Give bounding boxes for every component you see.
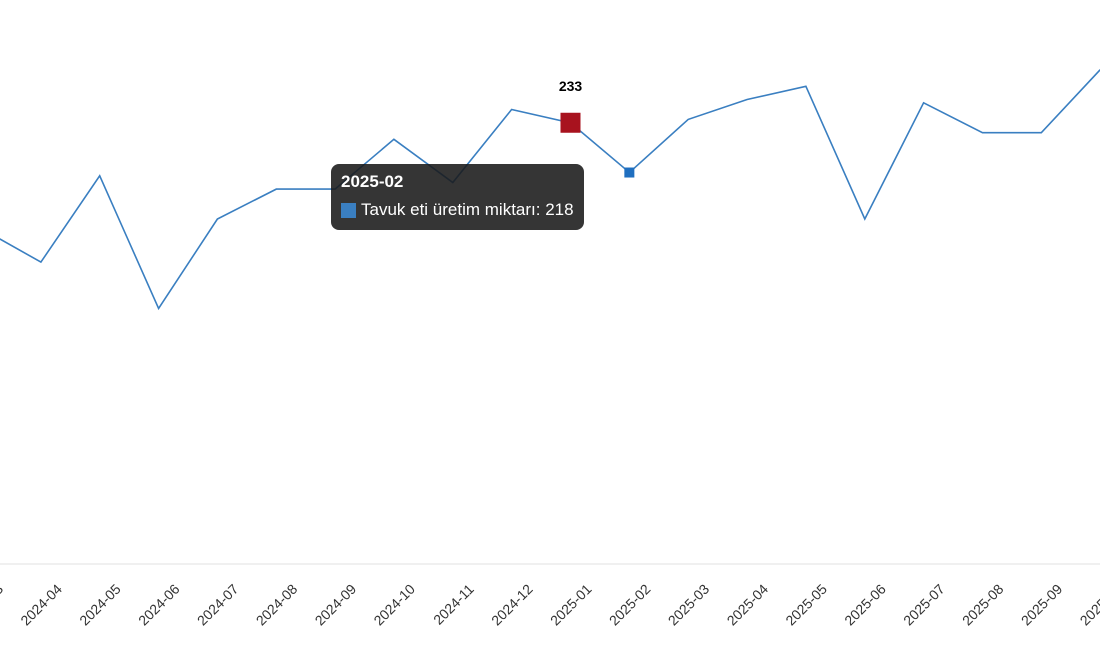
x-tick-label: 2024-04 <box>17 581 65 629</box>
tooltip: 2025-02 Tavuk eti üretim miktarı: 218 <box>331 164 584 230</box>
x-tick-label: 2025-09 <box>1018 581 1066 629</box>
x-tick-label: 2024-03 <box>0 581 6 629</box>
markers: 233 <box>559 78 635 178</box>
x-tick-label: 2024-07 <box>194 581 242 629</box>
series-line <box>0 69 1100 311</box>
highlight-marker[interactable] <box>560 112 581 133</box>
x-tick-label: 2025-07 <box>900 581 948 629</box>
tooltip-row: Tavuk eti üretim miktarı: 218 <box>341 200 574 220</box>
x-tick-label: 2024-12 <box>488 581 536 629</box>
x-tick-label: 2025-08 <box>959 581 1007 629</box>
x-tick-label: 2024-06 <box>135 581 183 629</box>
x-tick-label: 2025-01 <box>547 581 595 629</box>
x-tick-label: 2025-02 <box>606 581 654 629</box>
x-tick-label: 2024-11 <box>430 581 477 628</box>
tooltip-series-name: Tavuk eti üretim miktarı <box>361 200 536 219</box>
highlight-data-label: 233 <box>559 78 583 94</box>
tooltip-value: 218 <box>545 200 574 219</box>
tooltip-title: 2025-02 <box>341 172 404 191</box>
tooltip-separator: : <box>535 200 546 219</box>
x-tick-label: 2024-10 <box>370 581 418 629</box>
x-tick-label: 2025-03 <box>665 581 713 629</box>
x-tick-label: 2025-05 <box>782 581 830 629</box>
x-tick-label: 2024-09 <box>312 581 360 629</box>
x-axis-ticks: 2024-03 2024-04 2024-05 2024-06 2024-07 2024-… <box>0 581 1100 629</box>
x-tick-label: 2025-06 <box>841 581 889 629</box>
x-tick-label: 2024-05 <box>76 581 124 629</box>
active-marker[interactable] <box>624 167 635 178</box>
tooltip-swatch <box>341 202 356 218</box>
x-tick-label: 2025-04 <box>724 581 772 629</box>
x-tick-label: 2025-10 <box>1077 581 1100 629</box>
x-tick-label: 2024-08 <box>253 581 301 629</box>
